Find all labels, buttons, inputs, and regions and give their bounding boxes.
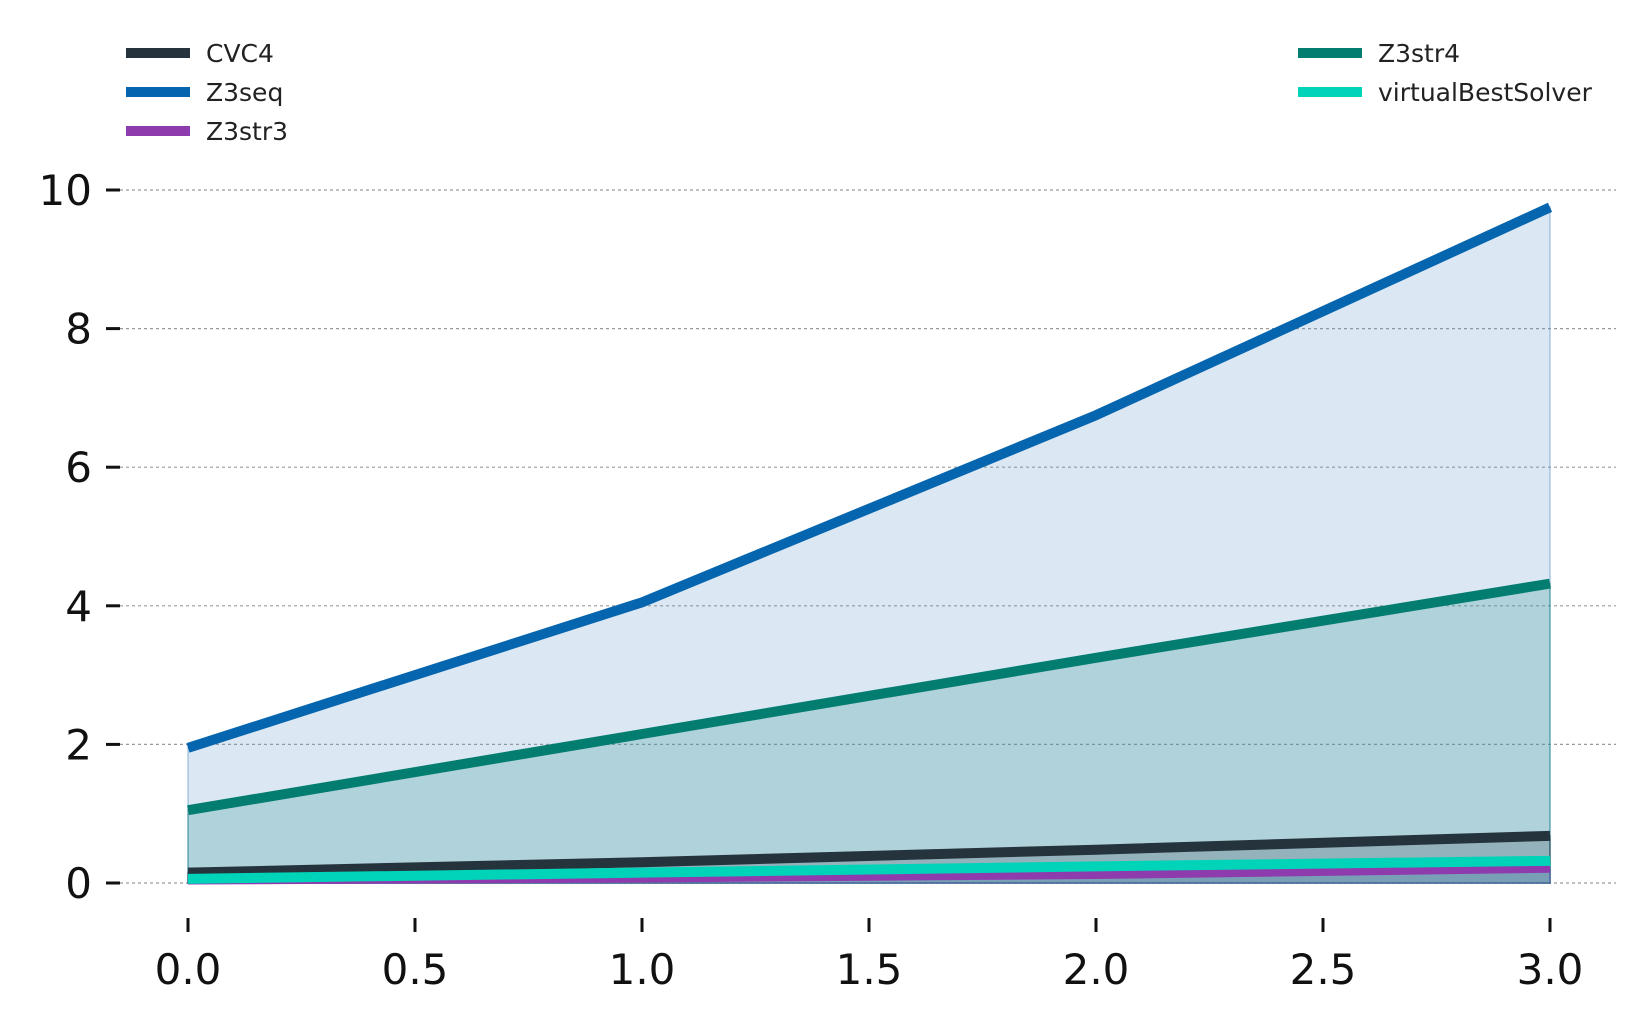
y-tick-label: 0 [65, 859, 92, 908]
legend: CVC4 Z3seq Z3str3 Z3str4 virtualBestSolver [126, 39, 1593, 146]
legend-label: Z3str4 [1378, 39, 1460, 68]
y-tick-label: 10 [39, 166, 92, 215]
line-z3str4 [187, 578, 1551, 816]
x-tick-label: 1.0 [609, 945, 676, 994]
line-cvc4 [187, 830, 1551, 878]
x-tick-label: 1.5 [836, 945, 903, 994]
y-tick-label: 4 [65, 582, 92, 631]
legend-label: virtualBestSolver [1378, 78, 1593, 107]
legend-label: Z3seq [206, 78, 283, 107]
line-z3seq [186, 202, 1553, 753]
x-tick-label: 3.0 [1517, 945, 1584, 994]
y-tick-label: 8 [65, 305, 92, 354]
x-tick-label: 0.0 [155, 945, 222, 994]
line-layer [186, 202, 1553, 885]
x-tick-label: 2.5 [1290, 945, 1357, 994]
y-tick-label: 2 [65, 720, 92, 769]
y-tick-label: 6 [65, 443, 92, 492]
legend-label: Z3str3 [206, 117, 288, 146]
x-tick-label: 0.5 [382, 945, 449, 994]
x-tick-label: 2.0 [1063, 945, 1130, 994]
legend-label: CVC4 [206, 39, 274, 68]
area-layer [187, 205, 1551, 884]
axis-layer: 0 2 4 6 8 10 0.0 0.5 1.0 1.5 2.0 2.5 3.0 [39, 166, 1584, 994]
line-virtualbestsolver [187, 855, 1551, 884]
